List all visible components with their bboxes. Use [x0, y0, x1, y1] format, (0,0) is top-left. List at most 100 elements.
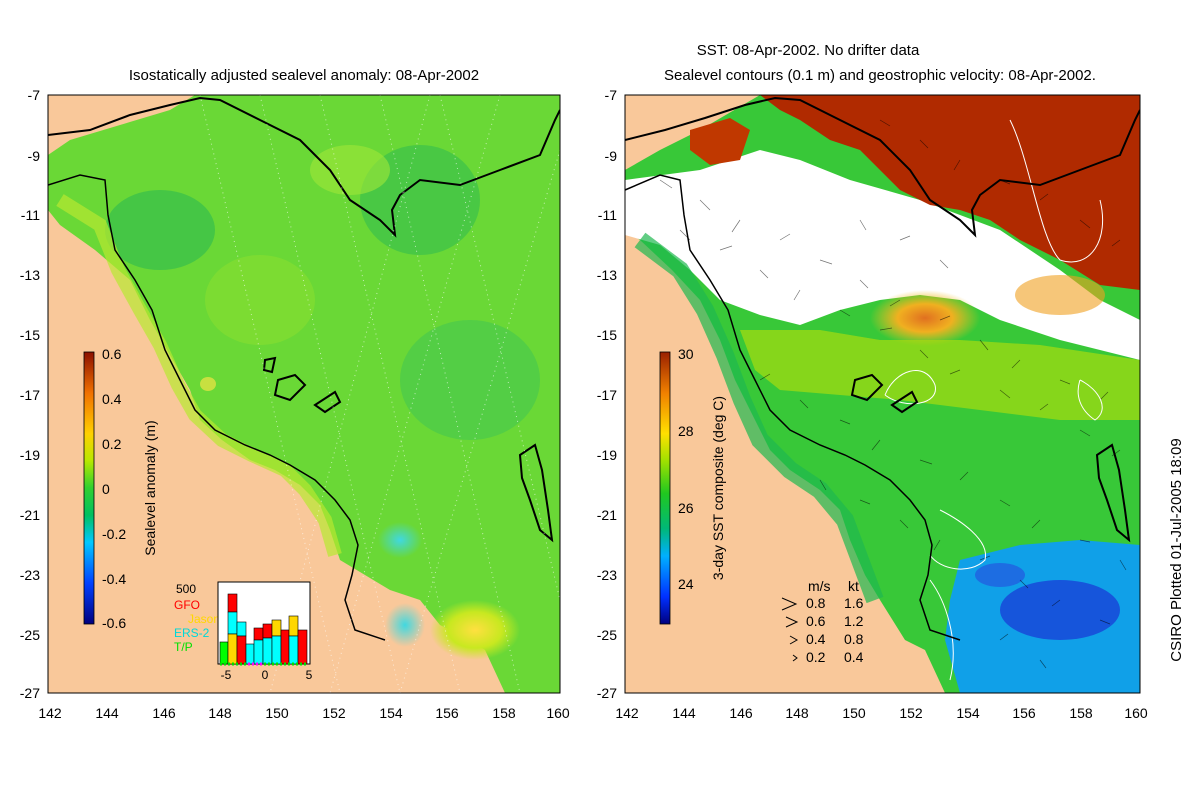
left-panel-title: Isostatically adjusted sealevel anomaly:…: [129, 67, 479, 84]
right-y-tick: -7: [605, 87, 618, 103]
right-x-tick: 144: [672, 705, 696, 721]
left-y-tick: -21: [20, 507, 40, 523]
histogram-bar: [288, 615, 299, 637]
velocity-legend-ms-1: 0.6: [806, 613, 826, 629]
left-colorbar: 0.6 0.4 0.2 0 -0.2 -0.4 -0.6 Sealevel an…: [83, 346, 158, 631]
right-x-tick: 146: [729, 705, 753, 721]
left-x-tick: 146: [152, 705, 176, 721]
left-colorbar-label: Sealevel anomaly (m): [142, 420, 158, 555]
right-sealevel-contour: [929, 509, 986, 570]
right-sealevel-contour: [884, 370, 936, 405]
right-sealevel-contour: [1077, 379, 1103, 421]
velocity-legend-ms-3: 0.2: [806, 649, 826, 665]
histogram-bar: [271, 635, 282, 665]
right-colorbar-label: 3-day SST composite (deg C): [710, 396, 726, 580]
right-colorbar-tick: 24: [678, 576, 694, 592]
right-x-tick: 158: [1069, 705, 1093, 721]
right-x-tick: 148: [785, 705, 809, 721]
right-panel-title-line2: Sealevel contours (0.1 m) and geostrophi…: [664, 67, 1096, 84]
left-y-tick: -23: [20, 567, 40, 583]
histogram-bar: [262, 623, 273, 639]
right-x-tick: 142: [615, 705, 639, 721]
histogram-x-tick: -5: [221, 668, 232, 682]
left-y-tick: -13: [20, 267, 40, 283]
histogram-bar: [253, 639, 264, 665]
velocity-legend-arrow-3: [792, 654, 798, 662]
right-y-tick: -25: [597, 627, 617, 643]
left-shelf-band: [56, 194, 342, 557]
right-x-tick: 152: [899, 705, 923, 721]
footer-credit: CSIRO Plotted 01-Jul-2005 18:09: [1168, 438, 1185, 661]
right-panel-title-line1: SST: 08-Apr-2002. No drifter data: [697, 42, 920, 59]
left-island-3: [262, 356, 277, 374]
histogram-legend-tp: T/P: [174, 640, 193, 654]
left-island-2: [313, 390, 342, 414]
left-y-axis: -7 -9 -11 -13 -15 -17 -19 -21 -23 -25 -2…: [20, 87, 40, 701]
right-y-tick: -9: [605, 148, 618, 164]
left-colorbar-tick: -0.4: [102, 571, 126, 587]
right-y-axis: -7 -9 -11 -13 -15 -17 -19 -21 -23 -25 -2…: [597, 87, 617, 701]
left-island-1: [273, 373, 307, 402]
left-x-tick: 156: [435, 705, 459, 721]
left-x-tick: 148: [208, 705, 232, 721]
left-sla-patch-1: [105, 190, 215, 270]
histogram-bar: [227, 593, 238, 613]
left-sla-patch-2: [360, 145, 480, 255]
right-sealevel-contour: [929, 579, 954, 681]
velocity-legend-arrow-1: [785, 616, 799, 628]
right-y-tick: -15: [597, 327, 617, 343]
right-map-panel: SST: 08-Apr-2002. No drifter data Sealev…: [597, 42, 1148, 721]
histogram-bar: [262, 637, 273, 665]
right-colorbar-tick: 28: [678, 423, 694, 439]
right-y-tick: -21: [597, 507, 617, 523]
left-map-panel: Isostatically adjusted sealevel anomaly:…: [20, 67, 570, 721]
left-colorbar-ticks: 0.6 0.4 0.2 0 -0.2 -0.4 -0.6: [102, 346, 126, 631]
left-y-tick: -19: [20, 447, 40, 463]
left-sla-patch-3: [400, 320, 540, 440]
histogram-legend-jason: Jason: [188, 612, 220, 626]
left-y-tick: -7: [28, 87, 41, 103]
right-x-axis: 142 144 146 148 150 152 154 156 158 160: [615, 705, 1148, 721]
left-x-tick: 142: [38, 705, 62, 721]
left-png-coast: [48, 96, 560, 238]
left-y-tick: -11: [21, 207, 40, 223]
left-x-tick: 160: [546, 705, 570, 721]
histogram-bar: [219, 641, 229, 665]
left-x-axis: 142 144 146 148 150 152 154 156 158 160: [38, 705, 570, 721]
left-colorbar-tick: -0.2: [102, 526, 126, 542]
right-coastal-strip: [634, 232, 884, 604]
velocity-legend-ms-0: 0.8: [806, 595, 826, 611]
right-colorbar-tick: 26: [678, 500, 694, 516]
left-sla-patch-5: [310, 145, 390, 195]
histogram-legend-gfo: GFO: [174, 598, 200, 612]
right-y-tick: -17: [597, 387, 617, 403]
left-y-tick: -25: [20, 627, 40, 643]
left-y-tick: -15: [20, 327, 40, 343]
left-y-tick: -17: [20, 387, 40, 403]
left-sla-blob-cyan: [378, 522, 422, 558]
velocity-legend-header-kt: kt: [848, 578, 859, 594]
right-y-tick: -27: [597, 685, 617, 701]
left-x-tick: 158: [492, 705, 516, 721]
left-x-tick: 144: [95, 705, 119, 721]
left-sla-blob-yellow: [430, 600, 520, 660]
velocity-legend-ms-2: 0.4: [806, 631, 826, 647]
left-island-4: [518, 443, 554, 543]
left-sla-patch-4: [205, 255, 315, 345]
histogram-bar: [271, 619, 282, 637]
left-sla-blob-orange: [200, 377, 216, 391]
right-colorbar-tick: 30: [678, 346, 694, 362]
left-map-frame: [47, 94, 561, 694]
right-map-area: [625, 95, 1140, 693]
histogram-bar: [253, 627, 264, 641]
right-x-tick: 150: [842, 705, 866, 721]
velocity-legend-kt-1: 1.2: [844, 613, 864, 629]
velocity-legend-kt-0: 1.6: [844, 595, 864, 611]
left-x-tick: 154: [379, 705, 403, 721]
left-x-tick: 152: [322, 705, 346, 721]
left-y-tick: -9: [28, 148, 41, 164]
left-x-tick: 150: [265, 705, 289, 721]
histogram-bar: [245, 643, 255, 665]
